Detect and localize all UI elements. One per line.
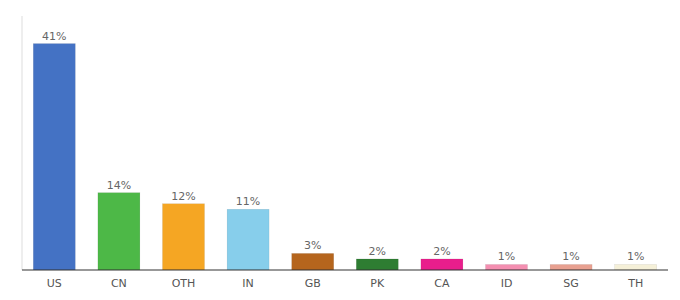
bar	[163, 204, 205, 270]
data-label: 2%	[433, 245, 450, 258]
x-tick-label: GB	[305, 277, 321, 290]
data-label: 11%	[236, 195, 260, 208]
x-tick-label: PK	[370, 277, 385, 290]
data-label: 41%	[42, 30, 66, 43]
x-tick-label: IN	[242, 277, 253, 290]
x-tick-label: OTH	[172, 277, 196, 290]
data-label: 14%	[107, 179, 131, 192]
bar	[356, 259, 398, 270]
bar	[33, 44, 75, 270]
bar	[615, 264, 657, 270]
bar	[550, 264, 592, 270]
data-label: 3%	[304, 239, 321, 252]
data-label: 1%	[562, 250, 579, 263]
bar	[486, 264, 528, 270]
bar	[421, 259, 463, 270]
bars	[33, 44, 656, 270]
bar	[292, 253, 334, 270]
data-label: 1%	[498, 250, 515, 263]
chart-container: 41% 14% 12% 11% 3% 2% 2% 1% 1% 1% US CN OTH IN GB PK CA I…	[0, 0, 680, 300]
x-tick-label: TH	[627, 277, 643, 290]
y-axis-line	[22, 16, 23, 270]
data-labels: 41% 14% 12% 11% 3% 2% 2% 1% 1% 1%	[42, 30, 644, 264]
x-tick-label: SG	[563, 277, 579, 290]
bar	[98, 193, 140, 270]
data-label: 1%	[627, 250, 644, 263]
x-tick-label: ID	[501, 277, 513, 290]
data-label: 2%	[369, 245, 386, 258]
bar	[227, 209, 269, 270]
x-tick-label: US	[47, 277, 62, 290]
x-axis-line	[22, 269, 668, 270]
x-tick-label: CA	[434, 277, 450, 290]
x-tick-labels: US CN OTH IN GB PK CA ID SG TH	[47, 277, 643, 290]
x-tick-label: CN	[111, 277, 127, 290]
data-label: 12%	[171, 190, 195, 203]
chart: 41% 14% 12% 11% 3% 2% 2% 1% 1% 1% US CN OTH IN GB PK CA I…	[0, 0, 680, 300]
